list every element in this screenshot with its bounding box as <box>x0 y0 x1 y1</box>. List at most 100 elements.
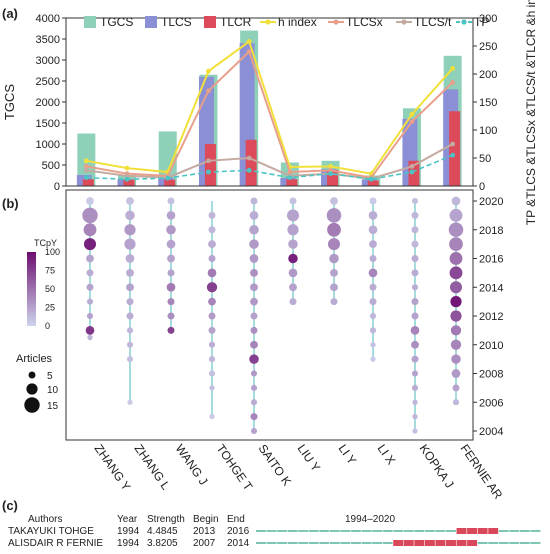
dot-zhang-y-2 <box>83 223 97 237</box>
dot-saito-k-2 <box>249 224 259 235</box>
burst-seg-1-2012 <box>446 540 456 546</box>
year-tick-label: 2012 <box>479 311 503 323</box>
dot-wang-j-0 <box>167 197 175 205</box>
dot-kopka-j-16 <box>412 428 418 434</box>
dot-zhang-y-3 <box>83 238 97 251</box>
burst-seg-1-2003 <box>351 542 361 544</box>
burst-seg-1-2000 <box>319 542 330 544</box>
author-label-2: WANG J <box>173 442 211 488</box>
line-hindex <box>86 39 454 175</box>
dot-kopka-j-13 <box>411 384 419 391</box>
chart-b-year-ticks: 2004 2006 2008 2010 2012 2014 2016 2018 2020 <box>473 196 503 438</box>
point-hindex-4 <box>246 39 252 44</box>
author-label-1: ZHANG L <box>132 442 173 493</box>
legend-dot-5 <box>401 19 407 25</box>
burst-seg-0-1994 <box>256 530 266 532</box>
dot-tohge-t-11 <box>208 370 216 377</box>
colorbar-tick: 75 <box>45 266 55 276</box>
dot-saito-k-3 <box>249 239 259 249</box>
dot-li-x-1 <box>368 211 378 220</box>
dot-saito-k-7 <box>250 297 258 306</box>
author-label-8: KOPKA J <box>417 442 457 491</box>
dot-wang-j-2 <box>166 224 176 235</box>
dot-fernie-ar-4 <box>449 252 463 265</box>
dot-wang-j-9 <box>167 326 175 334</box>
y2tick-label: 300 <box>479 13 497 25</box>
dot-zhang-y-10 <box>87 334 93 341</box>
dot-zhang-l-0 <box>126 197 134 205</box>
point-tlcst-9 <box>450 141 456 147</box>
burst-seg-0-2002 <box>340 530 351 532</box>
author-label-3: TOHGE T <box>214 442 256 494</box>
point-tlcsx-8 <box>409 119 415 124</box>
dot-kopka-j-0 <box>411 197 419 205</box>
dot-saito-k-15 <box>250 413 258 421</box>
burst-seg-1-2010 <box>424 540 435 546</box>
burst-seg-0-1995 <box>266 530 277 532</box>
dot-saito-k-14 <box>250 399 258 406</box>
colorbar-tick: 25 <box>45 303 55 313</box>
bar-tlcr-3 <box>204 144 216 186</box>
size-legend-dot-1 <box>26 383 38 395</box>
chart-a-legend: TGCS TLCS TLCR h index TLCSx TLCS/t TP <box>84 15 489 29</box>
dot-fernie-ar-7 <box>450 296 462 308</box>
dot-fernie-ar-13 <box>452 384 460 392</box>
y2tick-label: 150 <box>479 97 497 109</box>
dot-kopka-j-8 <box>411 312 419 320</box>
dot-kopka-j-7 <box>411 298 419 306</box>
dot-kopka-j-6 <box>411 284 419 291</box>
author-label-0: ZHANG Y <box>92 442 134 494</box>
author-label-5: LIU Y <box>295 442 324 474</box>
dot-saito-k-8 <box>250 312 258 320</box>
dot-tohge-t-3 <box>208 255 216 262</box>
table-author-0: TAKAYUKI TOHGE <box>8 526 94 537</box>
dot-wang-j-8 <box>167 312 175 320</box>
dot-zhang-l-4 <box>125 254 135 263</box>
dot-fernie-ar-1 <box>449 208 463 222</box>
point-tlcsx-9 <box>450 80 456 85</box>
point-hindex-1 <box>124 165 130 171</box>
legend-swatch-1 <box>145 16 157 28</box>
point-tlcst-4 <box>246 155 252 161</box>
bar-tlcr-2 <box>164 179 176 186</box>
point-tlcsx-0 <box>83 164 89 169</box>
dot-saito-k-10 <box>250 340 258 349</box>
size-legend-label-1: 10 <box>47 385 59 396</box>
point-tp-9 <box>450 152 456 158</box>
author-label-9: FERNIE AR <box>458 442 506 502</box>
author-label-6: LI Y <box>336 442 360 467</box>
legend-label-0: TGCS <box>100 15 133 29</box>
burst-seg-1-2018 <box>509 542 520 544</box>
author-label-7: LI X <box>375 442 399 468</box>
dot-wang-j-6 <box>166 282 176 292</box>
dot-liu-y-2 <box>287 224 299 236</box>
colorbar-tick: 50 <box>45 284 55 294</box>
dot-kopka-j-4 <box>411 255 419 262</box>
burst-seg-0-2017 <box>498 530 509 532</box>
dot-fernie-ar-12 <box>451 369 461 378</box>
chart-a-y2label: TP &TLCS &TLCSx &TLCS/t &TLCR &h index <box>524 0 538 225</box>
dot-tohge-t-9 <box>208 341 216 348</box>
dot-saito-k-4 <box>249 254 259 263</box>
table-header-0: Authors <box>28 514 62 525</box>
burst-seg-1-1999 <box>308 542 319 544</box>
dot-tohge-t-10 <box>208 356 216 363</box>
dot-saito-k-11 <box>249 354 259 364</box>
dot-kopka-j-12 <box>411 370 419 377</box>
chart-b-colorbar: TCpY 0 25 50 75 100 <box>27 238 60 331</box>
legend-label-4: TLCSx <box>346 15 383 29</box>
ytick-label: 1000 <box>36 139 60 151</box>
point-tp-4 <box>246 167 252 173</box>
burst-seg-0-2016 <box>488 528 499 534</box>
dot-fernie-ar-9 <box>450 325 462 336</box>
ytick-label: 4000 <box>36 13 60 25</box>
colorbar-tick: 0 <box>45 321 50 331</box>
point-tp-6 <box>328 171 333 177</box>
burst-seg-1-2002 <box>340 542 351 544</box>
bar-tlcr-5 <box>286 179 298 186</box>
dot-zhang-l-10 <box>126 341 134 348</box>
dot-kopka-j-11 <box>411 355 419 363</box>
dot-zhang-l-6 <box>126 283 134 292</box>
dot-liu-y-3 <box>288 239 298 249</box>
